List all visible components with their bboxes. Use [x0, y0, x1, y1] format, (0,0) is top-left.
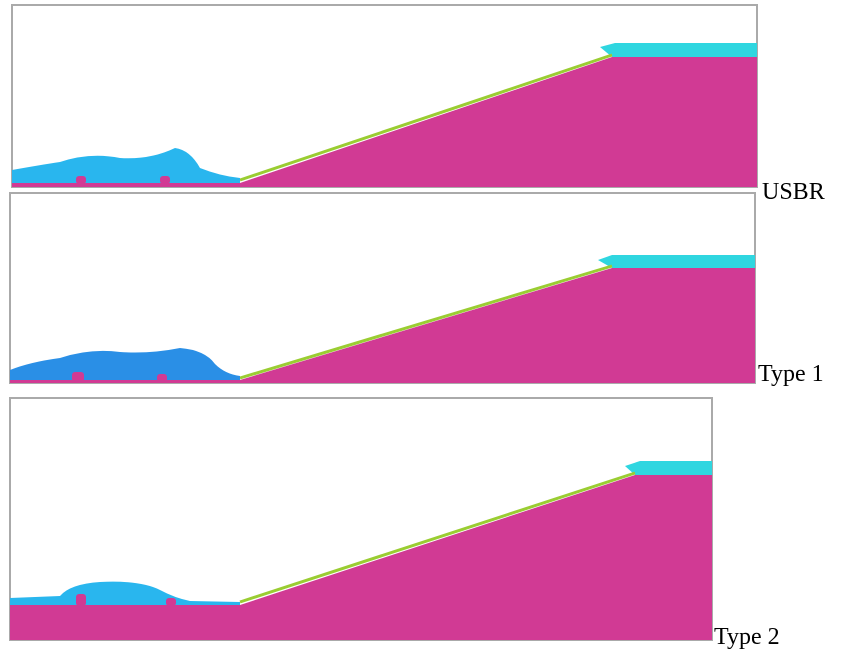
- panel-usbr: USBR: [12, 5, 825, 205]
- panel-label: Type 1: [758, 361, 824, 387]
- baffle: [76, 176, 86, 184]
- baffle: [157, 374, 167, 382]
- baffle: [166, 598, 176, 606]
- water-top: [625, 461, 712, 475]
- water-top: [598, 255, 755, 268]
- figure: USBR Type 1 Type 2: [0, 0, 851, 655]
- water-top: [600, 43, 757, 57]
- baffle: [160, 176, 170, 184]
- baffle: [72, 372, 84, 382]
- panel-label: USBR: [762, 179, 825, 205]
- panel-type-2: Type 2: [10, 398, 780, 650]
- panel-label: Type 2: [714, 624, 780, 650]
- baffle: [76, 594, 86, 606]
- panel-type-1: Type 1: [10, 193, 824, 387]
